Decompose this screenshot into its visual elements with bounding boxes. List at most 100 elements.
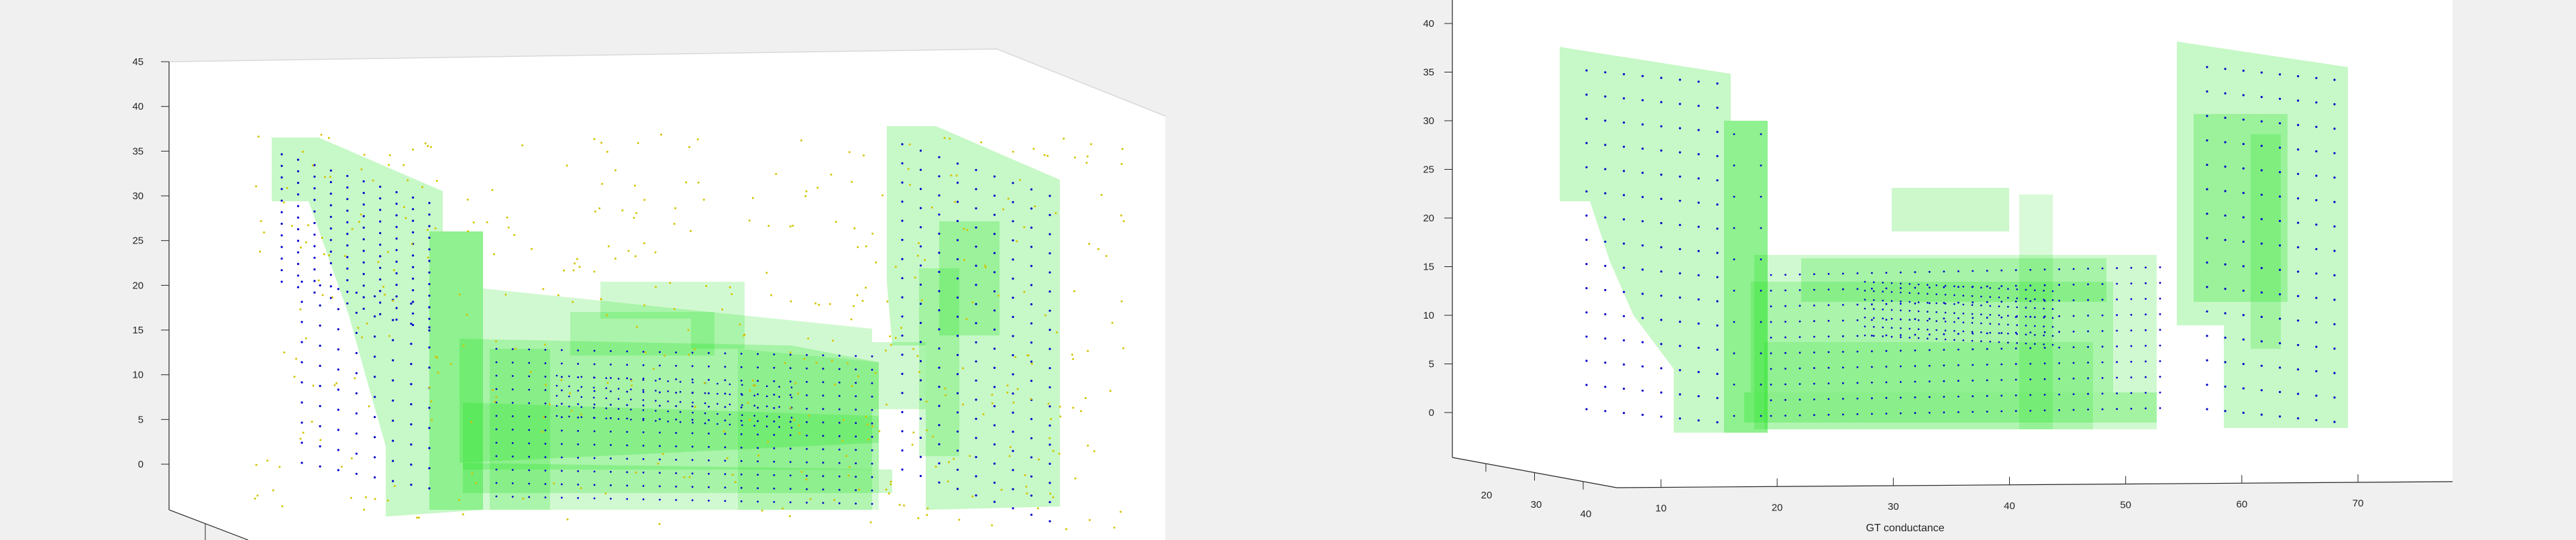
data-point bbox=[857, 375, 859, 378]
data-point bbox=[362, 203, 365, 206]
data-point bbox=[1678, 223, 1681, 226]
data-point bbox=[610, 377, 612, 379]
data-point bbox=[907, 168, 910, 170]
data-point bbox=[2101, 283, 2104, 285]
right-surface bbox=[1560, 42, 2348, 433]
data-point bbox=[280, 269, 283, 272]
data-point bbox=[2029, 378, 2032, 380]
data-point bbox=[1799, 320, 1801, 323]
data-point bbox=[1827, 351, 1830, 354]
data-point bbox=[635, 212, 638, 215]
data-point bbox=[301, 280, 303, 283]
data-point bbox=[1604, 119, 1607, 122]
data-point bbox=[1642, 365, 1644, 368]
data-point bbox=[944, 387, 947, 390]
data-point bbox=[790, 386, 793, 388]
data-point bbox=[2130, 392, 2133, 394]
data-point bbox=[773, 474, 775, 476]
right-y-tick-label: 40 bbox=[1580, 508, 1592, 520]
data-point bbox=[667, 400, 669, 402]
data-point bbox=[374, 498, 376, 500]
data-point bbox=[1998, 287, 2000, 290]
data-point bbox=[1784, 383, 1786, 386]
data-point bbox=[572, 269, 575, 272]
data-point bbox=[993, 252, 996, 254]
data-point bbox=[561, 402, 563, 405]
data-point bbox=[2260, 389, 2263, 392]
data-point bbox=[831, 339, 834, 342]
data-point bbox=[593, 457, 596, 460]
data-point bbox=[337, 348, 339, 351]
data-point bbox=[1986, 394, 1988, 397]
data-point bbox=[2315, 394, 2318, 397]
data-point bbox=[1813, 414, 1815, 417]
data-point bbox=[1030, 360, 1033, 363]
data-point bbox=[1813, 288, 1815, 291]
data-point bbox=[1604, 95, 1607, 98]
data-point bbox=[753, 425, 755, 427]
data-point bbox=[1972, 270, 1974, 272]
data-point bbox=[313, 280, 316, 282]
data-point bbox=[993, 233, 996, 235]
data-point bbox=[1899, 349, 1902, 352]
data-point bbox=[789, 474, 792, 477]
data-point bbox=[924, 259, 926, 262]
data-point bbox=[635, 471, 637, 474]
data-point bbox=[2043, 268, 2046, 271]
data-point bbox=[319, 304, 321, 307]
data-point bbox=[1030, 188, 1033, 191]
data-point bbox=[938, 309, 941, 312]
data-point bbox=[1716, 396, 1719, 400]
data-point bbox=[280, 199, 283, 202]
data-point bbox=[528, 496, 531, 498]
data-point bbox=[947, 461, 950, 464]
data-point bbox=[630, 409, 632, 411]
data-point bbox=[393, 269, 395, 272]
data-point bbox=[659, 351, 661, 354]
data-point bbox=[2315, 101, 2318, 104]
data-point bbox=[848, 151, 851, 154]
data-point bbox=[2333, 396, 2336, 399]
data-point bbox=[655, 390, 657, 392]
data-point bbox=[511, 362, 514, 364]
data-point bbox=[2333, 323, 2336, 325]
data-point bbox=[528, 482, 531, 485]
data-point bbox=[511, 469, 514, 471]
data-point bbox=[2034, 334, 2036, 336]
data-point bbox=[2224, 214, 2226, 217]
data-point bbox=[2206, 261, 2208, 264]
data-point bbox=[975, 475, 977, 478]
data-point bbox=[2087, 330, 2090, 333]
data-point bbox=[604, 492, 607, 495]
data-point bbox=[661, 453, 664, 455]
data-point bbox=[630, 419, 632, 421]
data-point bbox=[1989, 323, 1991, 325]
data-point bbox=[757, 500, 759, 503]
data-point bbox=[1989, 296, 1991, 299]
data-point bbox=[1972, 317, 1974, 319]
data-point bbox=[2242, 94, 2245, 97]
data-point bbox=[1660, 222, 1662, 225]
data-point bbox=[610, 484, 612, 486]
data-point bbox=[1799, 273, 1801, 276]
data-point bbox=[692, 391, 694, 394]
data-point bbox=[851, 384, 853, 387]
data-point bbox=[2297, 270, 2300, 273]
data-point bbox=[410, 443, 413, 446]
data-point bbox=[1113, 527, 1116, 529]
data-point bbox=[593, 396, 595, 399]
data-point bbox=[2072, 268, 2075, 270]
data-point bbox=[2072, 330, 2075, 333]
data-point bbox=[1052, 496, 1055, 498]
data-point bbox=[679, 380, 682, 383]
data-point bbox=[975, 417, 977, 421]
data-point bbox=[561, 443, 563, 445]
data-point bbox=[2130, 376, 2133, 378]
data-point bbox=[1971, 304, 1974, 307]
data-point bbox=[388, 335, 390, 337]
data-point bbox=[2087, 345, 2090, 348]
data-point bbox=[806, 501, 808, 504]
